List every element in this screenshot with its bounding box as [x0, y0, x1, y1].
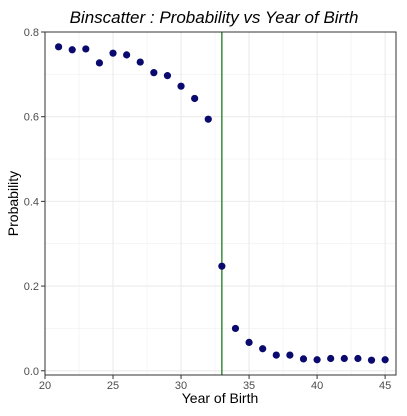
plot-border [44, 31, 397, 376]
data-point [259, 345, 267, 353]
data-point [272, 351, 280, 359]
data-point [82, 45, 90, 53]
data-point [95, 59, 104, 67]
data-point [191, 94, 199, 103]
y-tick-label: 0.0 [24, 366, 39, 378]
x-tick-label: 25 [107, 380, 119, 392]
data-point [245, 338, 253, 346]
data-point [150, 69, 158, 77]
data-point [299, 355, 308, 363]
data-point [55, 43, 63, 51]
data-point [231, 324, 240, 333]
data-points [55, 43, 389, 364]
data-point [354, 354, 362, 363]
data-point [68, 46, 76, 54]
y-tick-label: 0.2 [24, 281, 39, 293]
x-axis-ticks: 20 25 30 35 40 45 [39, 375, 391, 392]
data-point [286, 351, 294, 359]
data-point [367, 356, 376, 364]
data-point [136, 58, 144, 66]
plot-panel [45, 32, 396, 375]
y-tick-label: 0.6 [24, 112, 39, 124]
y-tick-label: 0.8 [24, 27, 39, 39]
x-tick-label: 40 [311, 380, 323, 392]
chart-title: Binscatter : Probability vs Year of Birt… [70, 8, 359, 27]
x-tick-label: 45 [379, 380, 391, 392]
x-tick-label: 30 [175, 380, 187, 392]
x-tick-label: 20 [39, 380, 51, 392]
x-axis-title: Year of Birth [182, 390, 259, 406]
data-point [381, 356, 389, 364]
data-point [177, 82, 185, 90]
data-point [109, 49, 117, 57]
data-point [163, 72, 172, 80]
data-point [218, 262, 226, 270]
y-axis-title: Probability [5, 171, 21, 236]
y-tick-label: 0.4 [24, 196, 39, 208]
data-point [313, 356, 321, 364]
data-point [123, 51, 131, 59]
y-axis-ticks: 0.0 0.2 0.4 0.6 0.8 [24, 27, 45, 378]
data-point [340, 354, 348, 363]
data-point [204, 115, 212, 123]
data-point [327, 354, 335, 363]
x-tick-label: 35 [243, 380, 255, 392]
